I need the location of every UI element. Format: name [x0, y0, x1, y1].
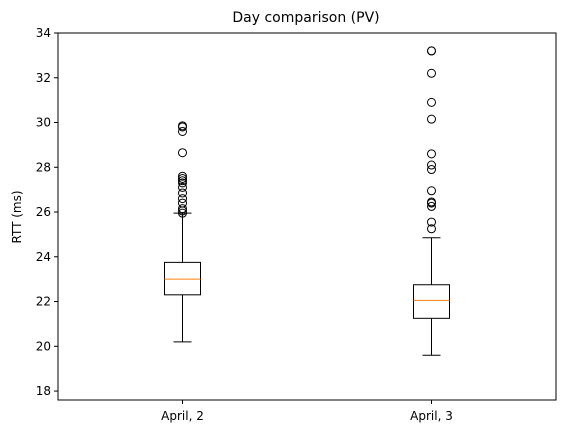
- y-axis-title: RTT (ms): [10, 190, 24, 243]
- outlier-point: [178, 178, 187, 188]
- outlier-point: [427, 197, 436, 207]
- outlier-point: [427, 160, 436, 170]
- outlier-point: [427, 201, 436, 211]
- outlier-point: [178, 208, 187, 218]
- y-tick-label: 24: [36, 250, 51, 264]
- outlier-point: [178, 148, 187, 158]
- outlier-point: [178, 194, 187, 204]
- y-tick-label: 26: [36, 205, 51, 219]
- box-iqr: [413, 284, 450, 319]
- outlier-point: [178, 126, 187, 136]
- outlier-point: [178, 188, 187, 198]
- outlier-point: [427, 224, 436, 234]
- outlier-point: [427, 68, 436, 78]
- y-tick-label: 22: [36, 295, 51, 309]
- outlier-point: [427, 97, 436, 107]
- y-tick-label: 20: [36, 339, 51, 353]
- chart-title: Day comparison (PV): [232, 10, 379, 26]
- outlier-point: [427, 217, 436, 227]
- outlier-point: [427, 149, 436, 159]
- box-iqr: [164, 261, 201, 296]
- outlier-point: [427, 46, 436, 56]
- x-tick-label: April, 2: [161, 409, 204, 423]
- x-tick-label: April, 3: [410, 409, 453, 423]
- outlier-point: [178, 198, 187, 208]
- plot-frame: [57, 32, 557, 401]
- y-tick-label: 18: [36, 384, 51, 398]
- outlier-point: [178, 176, 187, 186]
- outlier-point: [427, 186, 436, 196]
- y-tick-label: 34: [36, 26, 51, 40]
- outlier-point: [178, 173, 187, 183]
- y-tick-label: 30: [36, 116, 51, 130]
- outlier-point: [178, 182, 187, 192]
- y-tick-label: 32: [36, 71, 51, 85]
- plot-area: 18 20 22 24 26 28 30 32 34 April, 2 April, 3: [36, 26, 453, 423]
- outlier-point: [178, 171, 187, 181]
- outlier-point: [427, 114, 436, 124]
- outlier-point: [178, 204, 187, 214]
- outlier-point: [178, 121, 187, 131]
- y-tick-label: 28: [36, 160, 51, 174]
- outlier-point: [427, 165, 436, 175]
